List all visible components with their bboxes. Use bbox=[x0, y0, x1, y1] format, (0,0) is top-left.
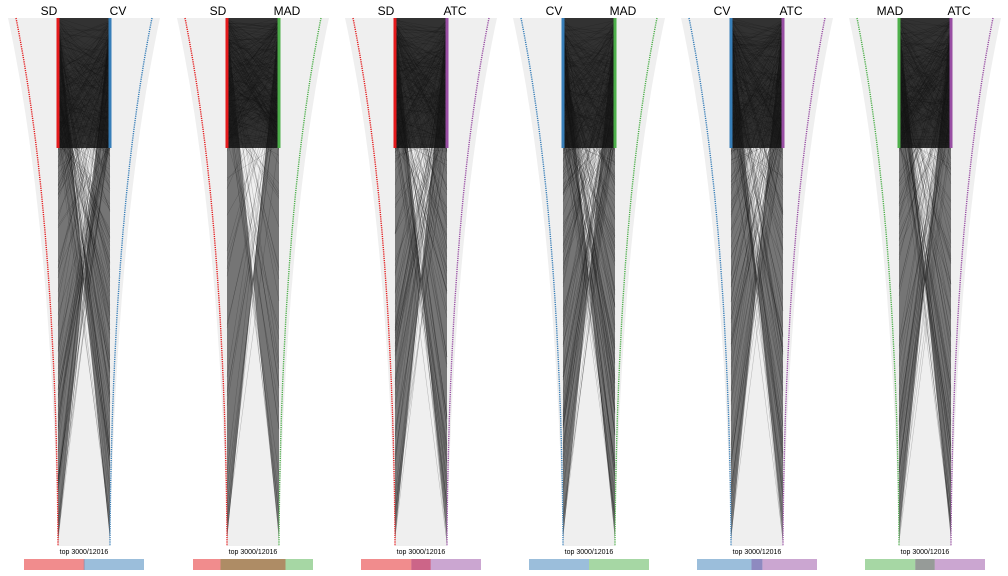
panel-cv-atc: CV ATC top 3000/12016 bbox=[681, 4, 833, 570]
score-curve-mad bbox=[278, 17, 322, 546]
overlap-bar-both-overlay bbox=[751, 559, 763, 570]
background-shape-left bbox=[177, 18, 227, 546]
axis-label-right: CV bbox=[110, 4, 127, 18]
top-count-label: top 3000/12016 bbox=[60, 549, 109, 556]
overlap-bar-both-overlay bbox=[83, 559, 85, 570]
overlap-bar-cv-only bbox=[529, 559, 589, 570]
crossing-mass bbox=[563, 18, 615, 540]
overlap-bar-both bbox=[915, 559, 935, 570]
axis-label-right: ATC bbox=[443, 4, 466, 18]
background-shape-right bbox=[783, 18, 833, 546]
crossing-mass bbox=[395, 18, 447, 540]
top-count-label: top 3000/12016 bbox=[901, 549, 950, 556]
axis-label-left: CV bbox=[546, 4, 563, 18]
panel-mad-atc: MAD ATC top 3000/12016 bbox=[849, 4, 1001, 570]
axis-label-right: MAD bbox=[274, 4, 301, 18]
axis-label-left: MAD bbox=[877, 4, 904, 18]
top-count-label: top 3000/12016 bbox=[397, 549, 446, 556]
overlap-bar-atc-only bbox=[762, 559, 817, 570]
background-shape-right bbox=[447, 18, 497, 546]
score-curve-atc bbox=[446, 17, 490, 546]
background-shape-left bbox=[345, 18, 395, 546]
overlap-bar-cv-only bbox=[84, 559, 144, 570]
score-curve-cv bbox=[688, 17, 732, 546]
background-shape-left bbox=[513, 18, 563, 546]
overlap-bar-mad-only bbox=[589, 559, 649, 570]
overlap-bar-both-overlay bbox=[915, 559, 935, 570]
top-selection-block bbox=[731, 18, 783, 148]
axis-label-left: SD bbox=[41, 4, 58, 18]
top-selection-block bbox=[563, 18, 615, 148]
panel-sd-mad: SD MAD top 3000/12016 bbox=[177, 4, 329, 570]
top-count-label: top 3000/12016 bbox=[229, 549, 278, 556]
score-curve-cv bbox=[109, 17, 153, 546]
background-shape-right bbox=[110, 18, 160, 546]
background-shape-left bbox=[681, 18, 731, 546]
overlap-bar-sd-only bbox=[361, 559, 412, 570]
score-curve-sd bbox=[352, 17, 396, 546]
panel-cv-mad: CV MAD top 3000/12016 bbox=[513, 4, 665, 570]
crossing-mass bbox=[731, 18, 783, 540]
overlap-bar-atc-only bbox=[934, 559, 985, 570]
background-shape-right bbox=[951, 18, 1001, 546]
top-selection-block bbox=[395, 18, 447, 148]
score-curve-mad bbox=[614, 17, 658, 546]
overlap-bar-both-overlay bbox=[220, 559, 286, 570]
overlap-bar-both bbox=[83, 559, 85, 570]
overlap-bar-cv-only bbox=[697, 559, 752, 570]
axis-label-right: ATC bbox=[947, 4, 970, 18]
background-shape-left bbox=[8, 18, 58, 546]
overlap-bar-both-overlay bbox=[411, 559, 431, 570]
overlap-bar-sd-only bbox=[24, 559, 84, 570]
axis-label-right: MAD bbox=[610, 4, 637, 18]
score-curve-atc bbox=[950, 17, 994, 546]
overlap-bar-sd-only bbox=[193, 559, 221, 570]
overlap-bar-mad-only bbox=[285, 559, 313, 570]
top-count-label: top 3000/12016 bbox=[565, 549, 614, 556]
background-shape-left bbox=[849, 18, 899, 546]
panel-sd-atc: SD ATC top 3000/12016 bbox=[345, 4, 497, 570]
score-curve-atc bbox=[782, 17, 826, 546]
top-selection-block bbox=[899, 18, 951, 148]
axis-label-left: SD bbox=[210, 4, 227, 18]
crossing-mass bbox=[58, 18, 110, 540]
panel-sd-cv: SD CV top 3000/12016 bbox=[8, 4, 160, 570]
score-curve-sd bbox=[15, 17, 59, 546]
background-shape-right bbox=[279, 18, 329, 546]
axis-label-right: ATC bbox=[779, 4, 802, 18]
top-count-label: top 3000/12016 bbox=[733, 549, 782, 556]
crossing-mass bbox=[227, 18, 279, 540]
crossing-mass bbox=[899, 18, 951, 540]
overlap-bar-both bbox=[751, 559, 763, 570]
score-curve-sd bbox=[184, 17, 228, 546]
overlap-bar-atc-only bbox=[430, 559, 481, 570]
overlap-bar-both bbox=[411, 559, 431, 570]
score-curve-mad bbox=[856, 17, 900, 546]
top-selection-block bbox=[227, 18, 279, 148]
axis-label-left: SD bbox=[378, 4, 395, 18]
overlap-bar-both bbox=[220, 559, 286, 570]
overlap-bar-mad-only bbox=[865, 559, 916, 570]
top-selection-block bbox=[58, 18, 110, 148]
axis-label-left: CV bbox=[714, 4, 731, 18]
background-shape-right bbox=[615, 18, 665, 546]
score-curve-cv bbox=[520, 17, 564, 546]
